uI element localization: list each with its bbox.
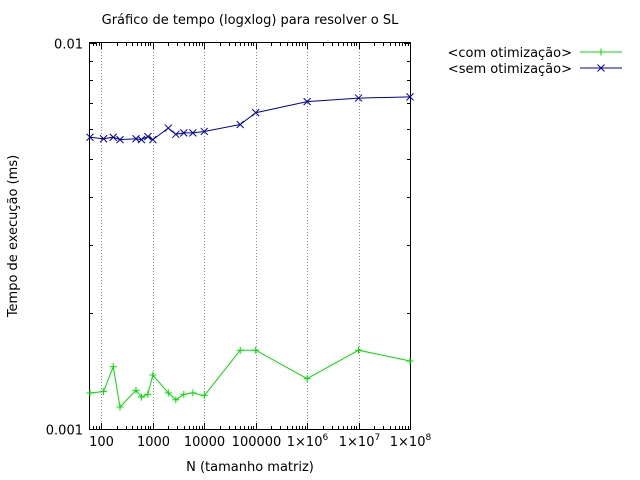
data-point bbox=[86, 389, 94, 397]
data-point bbox=[144, 390, 152, 398]
marker-stroke bbox=[148, 135, 157, 144]
x-tick-label-exponent: 7 bbox=[374, 433, 380, 443]
data-point bbox=[303, 97, 311, 106]
data-point bbox=[144, 132, 152, 141]
data-point bbox=[355, 346, 363, 354]
series-line bbox=[89, 96, 411, 141]
data-point bbox=[180, 390, 188, 398]
x-tick-label: 100000 bbox=[232, 435, 282, 450]
marker-stroke bbox=[236, 120, 245, 129]
x-tick-label-base: 1×10 bbox=[390, 435, 426, 450]
legend: <com otimização><sem otimização> bbox=[448, 46, 622, 77]
x-tick-label-exponent: 6 bbox=[322, 433, 328, 443]
marker-stroke bbox=[164, 124, 173, 132]
x-tick-label-base: 100 bbox=[89, 435, 114, 450]
plot-frame bbox=[89, 42, 411, 430]
marker-stroke bbox=[251, 108, 260, 117]
data-point bbox=[200, 127, 209, 136]
data-point bbox=[109, 363, 117, 371]
legend-marker bbox=[597, 48, 605, 56]
marker-stroke bbox=[109, 133, 118, 142]
data-point bbox=[137, 393, 145, 401]
data-point bbox=[164, 389, 172, 397]
data-point bbox=[132, 386, 140, 394]
data-point bbox=[137, 135, 146, 144]
marker-stroke bbox=[354, 94, 363, 102]
data-point bbox=[86, 133, 94, 142]
data-point bbox=[116, 135, 124, 144]
data-point bbox=[100, 388, 108, 396]
marker-stroke bbox=[406, 93, 414, 101]
marker-stroke bbox=[303, 97, 311, 106]
data-point bbox=[179, 129, 188, 137]
x-tick-label: 1000 bbox=[137, 435, 170, 450]
chart-title: Gráfico de tempo (logxlog) para resolver… bbox=[102, 13, 399, 28]
data-point bbox=[236, 120, 245, 129]
series-sem-otimizacao bbox=[86, 93, 414, 144]
x-tick-label-exponent: 8 bbox=[425, 433, 431, 443]
marker-stroke bbox=[200, 127, 209, 136]
data-point bbox=[149, 371, 157, 379]
data-point bbox=[99, 134, 108, 143]
legend-marker bbox=[597, 64, 605, 72]
x-tick-label: 10000 bbox=[184, 435, 225, 450]
data-point bbox=[252, 346, 260, 354]
marker-stroke bbox=[86, 133, 94, 142]
data-point bbox=[172, 396, 180, 404]
data-point bbox=[200, 392, 208, 400]
series bbox=[86, 93, 414, 411]
y-axis-label: Tempo de execução (ms) bbox=[6, 155, 21, 318]
marker-stroke bbox=[189, 129, 197, 137]
x-tick-label-base: 10000 bbox=[184, 435, 225, 450]
series-com-otimizacao bbox=[86, 346, 414, 411]
series-line bbox=[89, 349, 411, 409]
data-point bbox=[189, 129, 197, 137]
legend-label: <com otimização> bbox=[448, 46, 572, 61]
x-tick-label-base: 100000 bbox=[232, 435, 282, 450]
marker-stroke bbox=[99, 134, 108, 143]
x-axis-label: N (tamanho matriz) bbox=[186, 460, 314, 475]
data-point bbox=[236, 346, 244, 354]
data-point bbox=[164, 124, 173, 132]
y-tick-label: 0.001 bbox=[46, 424, 83, 439]
x-tick-label: 1×108 bbox=[390, 433, 432, 450]
x-tick-label: 100 bbox=[89, 435, 114, 450]
legend-label: <sem otimização> bbox=[448, 62, 572, 77]
data-point bbox=[116, 403, 124, 411]
marker-stroke bbox=[144, 132, 152, 141]
x-tick-label: 1×107 bbox=[339, 433, 380, 450]
marker-stroke bbox=[171, 130, 180, 139]
y-tick-label: 0.01 bbox=[54, 38, 83, 53]
data-point bbox=[171, 130, 180, 139]
marker-stroke bbox=[137, 135, 146, 144]
grid bbox=[101, 43, 360, 429]
marker-stroke bbox=[116, 135, 124, 144]
x-tick-label: 1×106 bbox=[287, 433, 329, 450]
data-point bbox=[406, 93, 414, 101]
data-point bbox=[406, 357, 414, 365]
ticks: 100 1000 10000 100000 1×106 1×107 1×1080.0010.… bbox=[46, 38, 432, 451]
data-point bbox=[251, 108, 260, 117]
x-tick-label-base: 1×10 bbox=[287, 435, 323, 450]
x-tick-label-base: 1000 bbox=[137, 435, 170, 450]
data-point bbox=[148, 135, 157, 144]
x-tick-label-base: 1×10 bbox=[339, 435, 375, 450]
data-point bbox=[109, 133, 118, 142]
data-point bbox=[303, 375, 311, 383]
marker-stroke bbox=[597, 64, 605, 72]
data-point bbox=[189, 389, 197, 397]
marker-stroke bbox=[179, 129, 188, 137]
data-point bbox=[354, 94, 363, 102]
